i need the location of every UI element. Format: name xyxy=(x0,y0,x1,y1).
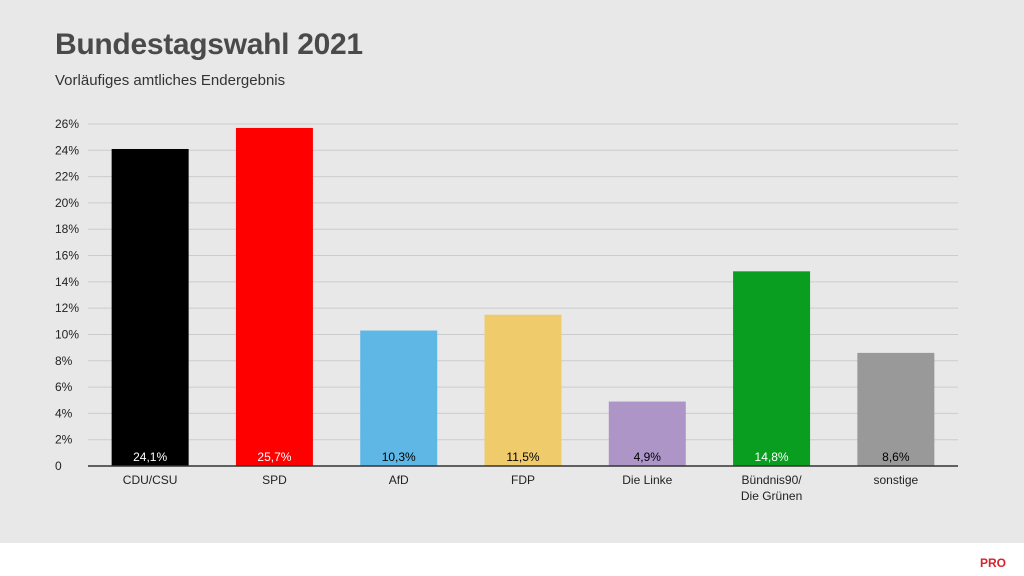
y-tick-label: 6% xyxy=(55,380,73,394)
x-category-label: sonstige xyxy=(874,473,919,487)
bar-chart: 0 2% 4% 6% 8% 10% 12% 14% 16% 18% 20% 22% 24% 26% 24,1… xyxy=(55,117,958,503)
y-tick-label: 16% xyxy=(55,249,79,263)
x-category-label: AfD xyxy=(389,473,409,487)
x-category-label: CDU/CSU xyxy=(123,473,178,487)
y-tick-label: 0 xyxy=(55,459,62,473)
chart-subtitle: Vorläufiges amtliches Endergebnis xyxy=(55,72,286,89)
y-tick-label: 20% xyxy=(55,196,79,210)
data-label: 11,5% xyxy=(506,450,539,464)
pro-logo: PRO xyxy=(980,556,1006,570)
chart-title: Bundestagswahl 2021 xyxy=(55,28,363,61)
y-tick-label: 24% xyxy=(55,143,79,157)
x-category-label: SPD xyxy=(262,473,287,487)
bar xyxy=(235,127,313,466)
x-category-label: FDP xyxy=(511,473,535,487)
bar xyxy=(111,148,189,466)
bar xyxy=(360,330,438,466)
data-label: 10,3% xyxy=(382,450,416,464)
y-tick-label: 2% xyxy=(55,433,73,447)
data-label: 24,1% xyxy=(133,450,167,464)
y-tick-label: 18% xyxy=(55,222,79,236)
y-tick-label: 4% xyxy=(55,406,73,420)
x-category-label: Bündnis90/Die Grünen xyxy=(741,473,802,503)
bar xyxy=(608,401,686,466)
y-tick-label: 10% xyxy=(55,327,79,341)
y-tick-label: 8% xyxy=(55,354,73,368)
y-tick-label: 12% xyxy=(55,301,79,315)
bar xyxy=(484,314,562,466)
data-label: 4,9% xyxy=(634,450,662,464)
y-tick-label: 22% xyxy=(55,170,79,184)
y-tick-label: 14% xyxy=(55,275,79,289)
data-label: 25,7% xyxy=(257,450,291,464)
bar xyxy=(733,271,811,466)
data-label: 8,6% xyxy=(882,450,910,464)
data-label: 14,8% xyxy=(755,450,789,464)
x-category-label: Die Linke xyxy=(622,473,672,487)
y-tick-label: 26% xyxy=(55,117,79,131)
bar xyxy=(857,352,935,466)
pro-logo-text: PRO xyxy=(979,556,1006,570)
